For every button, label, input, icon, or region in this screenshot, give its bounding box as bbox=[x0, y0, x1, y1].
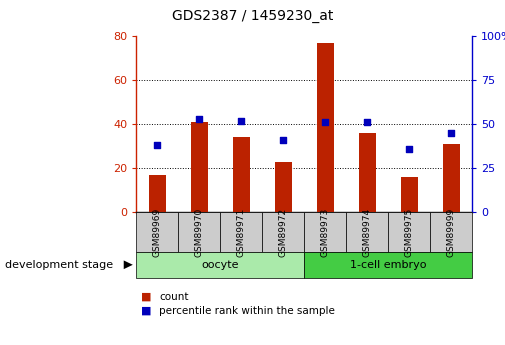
Text: GSM89974: GSM89974 bbox=[363, 207, 372, 257]
Text: GDS2387 / 1459230_at: GDS2387 / 1459230_at bbox=[172, 9, 333, 23]
Point bbox=[195, 116, 204, 122]
Point bbox=[154, 142, 162, 148]
Text: count: count bbox=[159, 292, 188, 302]
Bar bbox=[317, 43, 334, 212]
Text: development stage: development stage bbox=[5, 260, 113, 270]
Bar bbox=[149, 175, 166, 212]
Text: GSM89970: GSM89970 bbox=[195, 207, 204, 257]
Point bbox=[405, 146, 413, 151]
Point bbox=[279, 137, 287, 143]
Point bbox=[237, 118, 245, 124]
Text: 1-cell embryo: 1-cell embryo bbox=[350, 260, 426, 270]
Text: ■: ■ bbox=[141, 292, 152, 302]
Bar bbox=[401, 177, 418, 212]
Point bbox=[447, 130, 455, 136]
Bar bbox=[359, 133, 376, 212]
Bar bbox=[443, 144, 460, 212]
Text: GSM89971: GSM89971 bbox=[237, 207, 246, 257]
Text: ■: ■ bbox=[141, 306, 152, 315]
Point bbox=[321, 120, 329, 125]
Bar bbox=[191, 122, 208, 212]
Point bbox=[363, 120, 371, 125]
Text: GSM89969: GSM89969 bbox=[153, 207, 162, 257]
Text: GSM89973: GSM89973 bbox=[321, 207, 330, 257]
Text: oocyte: oocyte bbox=[201, 260, 239, 270]
Bar bbox=[275, 161, 292, 212]
Text: GSM89972: GSM89972 bbox=[279, 207, 288, 257]
Bar bbox=[233, 137, 249, 212]
Text: GSM89975: GSM89975 bbox=[405, 207, 414, 257]
Text: GSM89999: GSM89999 bbox=[447, 207, 456, 257]
Text: percentile rank within the sample: percentile rank within the sample bbox=[159, 306, 335, 315]
